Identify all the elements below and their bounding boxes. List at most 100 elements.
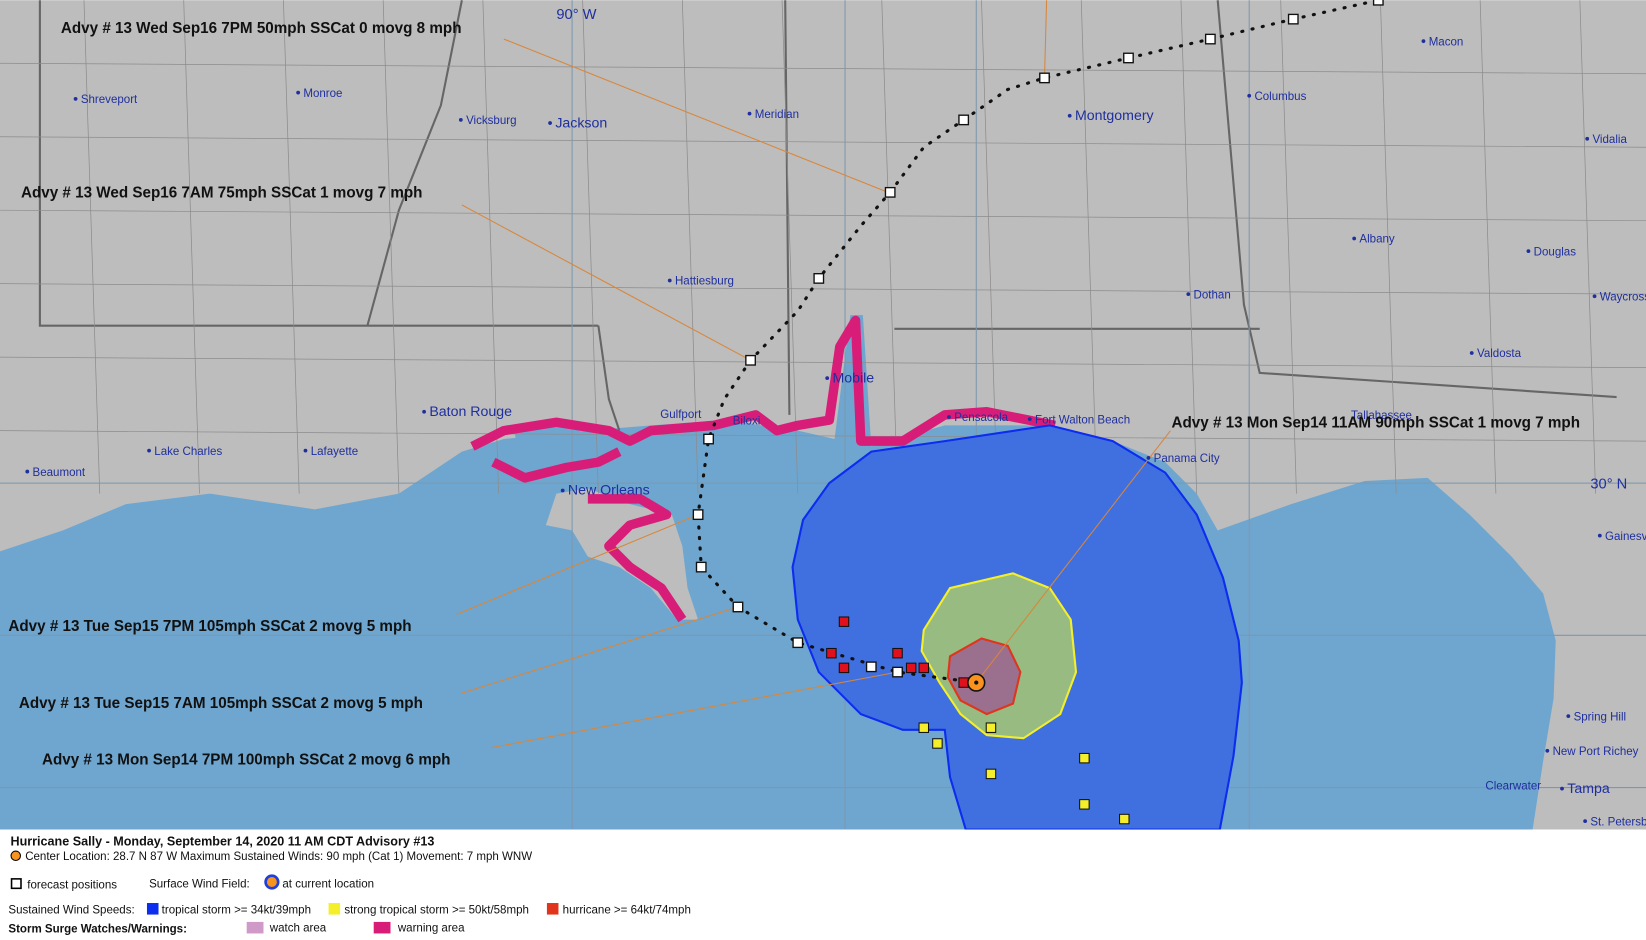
- county-line: [1380, 0, 1397, 494]
- forecast-position: [892, 666, 903, 678]
- city-label: Douglas: [1534, 246, 1577, 258]
- strong-ts-swath: [932, 738, 943, 749]
- county-line: [0, 209, 1646, 222]
- advisory-label: Advy # 13 Mon Sep14 11AM 90mph SSCat 1 m…: [1172, 414, 1581, 431]
- county-line: [1080, 0, 1098, 494]
- forecast-position: [884, 186, 896, 198]
- county-line: [0, 430, 1646, 442]
- wind-field-label: Surface Wind Field:: [149, 878, 250, 890]
- city-label: Tallahassee: [1351, 410, 1412, 422]
- city-label: Vicksburg: [466, 115, 516, 127]
- forecast-icon: [10, 878, 22, 890]
- forecast-position: [1204, 33, 1216, 45]
- city-label: Mobile: [832, 370, 874, 386]
- city-label: Monroe: [303, 88, 342, 100]
- city-dot: [296, 90, 301, 95]
- city-dot: [1592, 294, 1597, 299]
- center-info: Center Location: 28.7 N 87 W Maximum Sus…: [25, 851, 532, 863]
- latitude-label: 30° N: [1590, 476, 1627, 492]
- city-dot: [1583, 819, 1588, 824]
- leader-line: [975, 430, 1171, 683]
- city-label: Lafayette: [311, 446, 358, 458]
- state-border: [366, 0, 463, 326]
- forecast-position: [865, 661, 877, 673]
- cities: Shreveport Monroe Vicksburg Jackson Meridian…: [25, 36, 1646, 828]
- map-layers: [0, 0, 1646, 831]
- city-label: Pensacola: [954, 412, 1008, 424]
- forecast-position: [695, 561, 707, 573]
- city-dot: [1067, 113, 1072, 118]
- ts-swatch: [146, 903, 159, 915]
- strong-ts-swath: [918, 722, 930, 733]
- city-label: Fort Walton Beach: [1035, 414, 1130, 426]
- city-dot: [825, 376, 830, 381]
- city-dot: [303, 448, 308, 453]
- city-dot: [1585, 136, 1590, 141]
- advisory-labels: Advy # 13 Wed Sep16 7PM 50mph SSCat 0 mo…: [8, 20, 1580, 769]
- hurricane-field: [946, 637, 1022, 716]
- city-dot: [1469, 351, 1474, 355]
- county-line: [283, 0, 300, 494]
- warning-label: warning area: [397, 922, 465, 934]
- city-label: Beaumont: [33, 467, 86, 479]
- city-dot: [560, 488, 565, 493]
- forecast-position: [813, 273, 825, 284]
- city-label: Waycross: [1600, 291, 1646, 303]
- hurricane-swath: [905, 662, 917, 674]
- advisory-label: Advy # 13 Wed Sep16 7AM 75mph SSCat 1 mo…: [21, 185, 422, 202]
- city-dot: [1421, 39, 1426, 44]
- city-dot: [1027, 417, 1032, 421]
- hurricane-swath: [958, 677, 969, 688]
- legend-title: Hurricane Sally - Monday, September 14, …: [10, 834, 434, 848]
- city-label: Columbus: [1254, 91, 1306, 103]
- leader-line: [503, 38, 889, 193]
- county-line: [83, 0, 101, 494]
- city-label: Meridian: [755, 109, 799, 121]
- county-line: [382, 0, 400, 494]
- county-line: [1479, 0, 1497, 494]
- watch-swatch: [246, 921, 264, 934]
- city-dot: [1597, 533, 1602, 538]
- watch-label: watch area: [269, 922, 327, 934]
- city-label: St. Petersburg: [1590, 816, 1646, 828]
- leader-line: [461, 606, 739, 694]
- city-label: Biloxi: [733, 415, 761, 427]
- city-dot: [458, 118, 463, 122]
- forecast-label: forecast positions: [27, 879, 117, 891]
- leader-line: [491, 671, 898, 749]
- forecast-position: [1123, 52, 1134, 64]
- city-dot: [1146, 456, 1151, 460]
- advisory-label: Advy # 13 Tue Sep15 7AM 105mph SSCat 2 m…: [19, 695, 423, 712]
- city-dot: [1526, 249, 1531, 254]
- county-line: [0, 283, 1646, 295]
- county-line: [681, 0, 699, 494]
- current-icon: [264, 874, 280, 890]
- state-border: [1216, 0, 1617, 399]
- forecast-position: [792, 637, 804, 649]
- county-line: [1579, 0, 1596, 494]
- county-line: [1180, 0, 1198, 494]
- county-line: [0, 136, 1646, 148]
- advisory-label: Advy # 13 Mon Sep14 7PM 100mph SSCat 2 m…: [42, 751, 451, 768]
- city-label: Albany: [1359, 234, 1394, 246]
- city-label: Hattiesburg: [675, 276, 734, 288]
- hu-swatch: [546, 903, 559, 915]
- city-label: Macon: [1429, 36, 1464, 48]
- city-label: Gainesville: [1605, 531, 1646, 543]
- city-label: Spring Hill: [1574, 711, 1627, 723]
- track: [696, 0, 1380, 685]
- city-dot: [747, 111, 752, 116]
- city-label: Dothan: [1194, 289, 1231, 301]
- hurricane-swath: [838, 616, 850, 627]
- city-label: Clearwater: [1485, 781, 1541, 793]
- hurricane-swath: [826, 647, 837, 659]
- surge-warning: [587, 494, 687, 623]
- state-border: [38, 0, 599, 327]
- city-dot: [548, 121, 552, 125]
- city-dot: [947, 415, 951, 419]
- warning-swatch: [373, 921, 391, 934]
- sts-swatch: [328, 903, 341, 915]
- current-label: at current location: [282, 878, 374, 890]
- city-dot: [1186, 292, 1191, 297]
